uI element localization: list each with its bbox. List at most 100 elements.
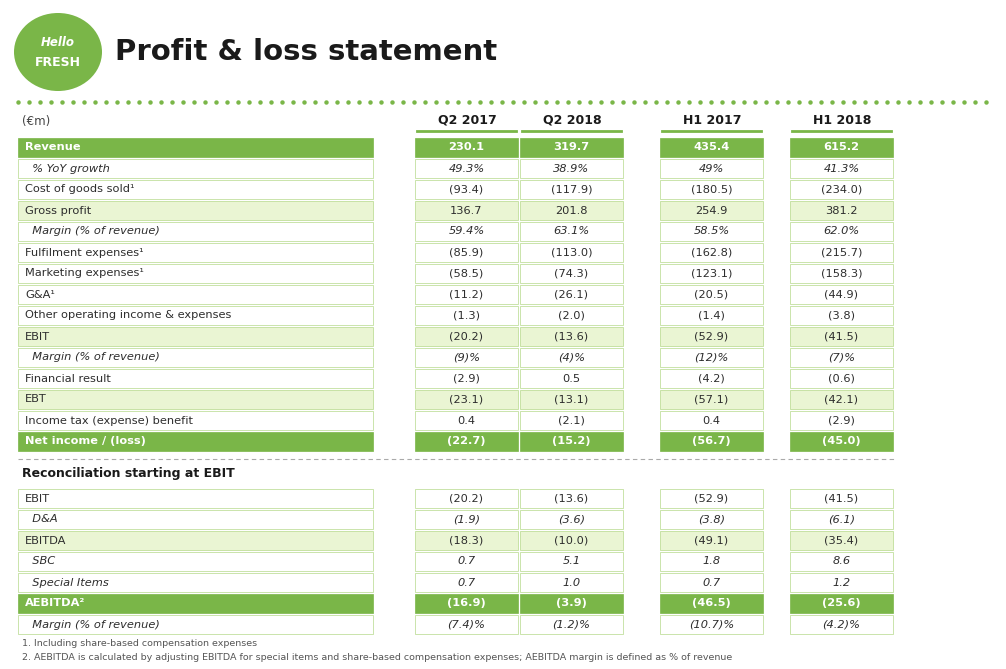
Bar (790, 411, 893, 430)
Text: (16.9): (16.9) (447, 599, 486, 609)
Text: Special Items: Special Items (25, 577, 109, 587)
Text: (25.6): (25.6) (822, 599, 861, 609)
Bar (415, 159, 518, 178)
Bar (520, 306, 623, 325)
Bar (660, 159, 763, 178)
Bar (18, 510, 373, 529)
Bar (660, 411, 763, 430)
Text: (2.0): (2.0) (558, 310, 584, 320)
Bar (520, 180, 623, 199)
Text: G&A¹: G&A¹ (25, 290, 55, 300)
Text: 1. Including share-based compensation expenses: 1. Including share-based compensation ex… (22, 640, 258, 648)
Text: 63.1%: 63.1% (553, 227, 590, 237)
Text: 615.2: 615.2 (824, 142, 859, 153)
Text: FRESH: FRESH (35, 56, 81, 68)
Text: 0.4: 0.4 (458, 415, 476, 425)
Text: (113.0): (113.0) (550, 248, 593, 258)
Text: 5.1: 5.1 (562, 557, 580, 567)
Bar (520, 201, 623, 220)
Bar (660, 432, 763, 451)
Text: 1.8: 1.8 (702, 557, 720, 567)
Text: 1.2: 1.2 (832, 577, 850, 587)
Bar (18, 552, 373, 571)
Bar (660, 552, 763, 571)
Bar (660, 510, 763, 529)
Bar (790, 573, 893, 592)
Bar (18, 159, 373, 178)
Bar (790, 159, 893, 178)
Bar (790, 594, 893, 613)
Text: 0.7: 0.7 (702, 577, 720, 587)
Text: 136.7: 136.7 (451, 205, 483, 215)
Bar (660, 615, 763, 634)
Text: Margin (% of revenue): Margin (% of revenue) (25, 353, 160, 363)
Text: Financial result: Financial result (25, 373, 111, 383)
Text: 254.9: 254.9 (695, 205, 727, 215)
Text: (20.2): (20.2) (450, 332, 484, 341)
Text: (26.1): (26.1) (554, 290, 589, 300)
Text: (€m): (€m) (22, 116, 50, 128)
Text: 0.5: 0.5 (562, 373, 580, 383)
Text: Margin (% of revenue): Margin (% of revenue) (25, 227, 160, 237)
Bar (660, 348, 763, 367)
Bar (790, 201, 893, 220)
Text: Reconciliation starting at EBIT: Reconciliation starting at EBIT (22, 466, 234, 480)
Bar (790, 180, 893, 199)
Text: H1 2017: H1 2017 (683, 114, 741, 126)
Bar (520, 510, 623, 529)
Text: (9)%: (9)% (453, 353, 480, 363)
Text: H1 2018: H1 2018 (813, 114, 871, 126)
Bar (415, 180, 518, 199)
Bar (415, 573, 518, 592)
Text: (41.5): (41.5) (825, 494, 858, 504)
Text: Margin (% of revenue): Margin (% of revenue) (25, 619, 160, 630)
Bar (415, 552, 518, 571)
Bar (790, 489, 893, 508)
Bar (18, 243, 373, 262)
Bar (520, 243, 623, 262)
Text: (2.1): (2.1) (558, 415, 584, 425)
Bar (660, 243, 763, 262)
Bar (790, 390, 893, 409)
Bar (790, 615, 893, 634)
Text: (180.5): (180.5) (691, 185, 732, 195)
Bar (520, 327, 623, 346)
Text: (1.2)%: (1.2)% (552, 619, 591, 630)
Bar (18, 390, 373, 409)
Bar (520, 264, 623, 283)
Text: Gross profit: Gross profit (25, 205, 92, 215)
Bar (415, 531, 518, 550)
Text: Income tax (expense) benefit: Income tax (expense) benefit (25, 415, 193, 425)
Bar (415, 348, 518, 367)
Bar (520, 369, 623, 388)
Text: (234.0): (234.0) (821, 185, 862, 195)
Bar (415, 243, 518, 262)
Text: (52.9): (52.9) (694, 332, 728, 341)
Bar (660, 306, 763, 325)
Text: (117.9): (117.9) (550, 185, 593, 195)
Text: (85.9): (85.9) (450, 248, 484, 258)
Text: 319.7: 319.7 (553, 142, 590, 153)
Bar (790, 285, 893, 304)
Bar (520, 411, 623, 430)
Text: (20.2): (20.2) (450, 494, 484, 504)
Bar (415, 594, 518, 613)
Text: (74.3): (74.3) (554, 268, 589, 278)
Text: (56.7): (56.7) (692, 436, 730, 446)
Text: (123.1): (123.1) (691, 268, 732, 278)
Text: EBIT: EBIT (25, 494, 50, 504)
Text: 201.8: 201.8 (555, 205, 588, 215)
Text: 8.6: 8.6 (832, 557, 850, 567)
Text: (41.5): (41.5) (825, 332, 858, 341)
Bar (18, 327, 373, 346)
Bar (520, 573, 623, 592)
Text: (10.0): (10.0) (554, 535, 589, 545)
Text: Other operating income & expenses: Other operating income & expenses (25, 310, 231, 320)
Bar (415, 432, 518, 451)
Bar (18, 369, 373, 388)
Bar (790, 432, 893, 451)
Text: (42.1): (42.1) (825, 395, 858, 405)
Bar (790, 222, 893, 241)
Text: EBITDA: EBITDA (25, 535, 66, 545)
Text: % YoY growth: % YoY growth (25, 163, 110, 173)
